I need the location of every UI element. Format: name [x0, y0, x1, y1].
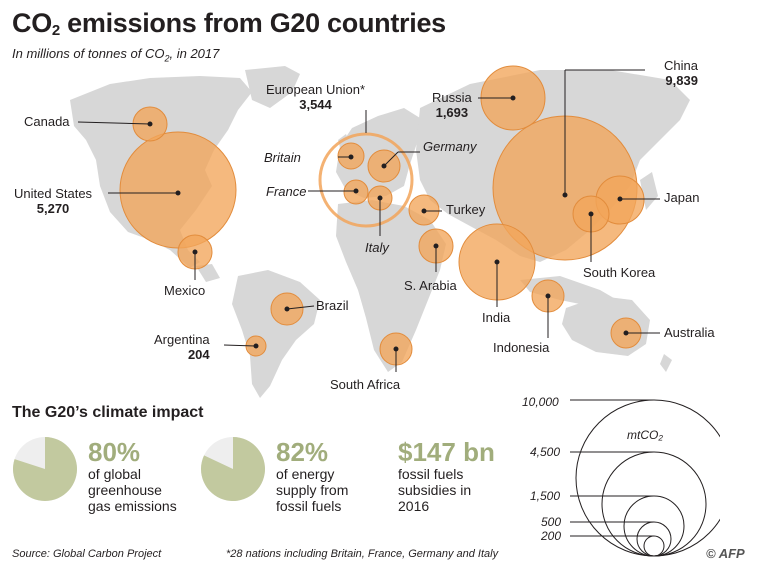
- label-russia: Russia 1,693: [432, 90, 472, 120]
- label-mexico: Mexico: [164, 283, 206, 298]
- label-india: India: [482, 310, 511, 325]
- stat-subsidies-text: fossil fuels subsidies in 2016: [398, 466, 472, 514]
- afp-credit: © AFP: [706, 546, 745, 561]
- label-indonesia: Indonesia: [493, 340, 550, 355]
- label-china: China 9,839: [664, 58, 698, 88]
- label-united-states: United States 5,270: [14, 186, 93, 216]
- label-saudi-arabia: S. Arabia: [404, 278, 457, 293]
- label-european-union: European Union* 3,544: [266, 82, 366, 112]
- scale-label-10000: 10,000: [522, 395, 559, 409]
- greenland-land: [245, 66, 300, 108]
- scale-legend: [570, 399, 720, 557]
- scale-circle-200: [643, 535, 665, 557]
- label-australia: Australia: [664, 325, 715, 340]
- stat-energy-value: 82%: [276, 437, 329, 467]
- south-america-land: [232, 270, 320, 398]
- label-argentina: Argentina 204: [154, 332, 210, 362]
- page-subtitle: In millions of tonnes of CO2, in 2017: [12, 46, 220, 64]
- scale-label-1500: 1,500: [530, 489, 561, 503]
- scale-circle-10000: [575, 399, 720, 557]
- eu-footnote: *28 nations including Britain, France, G…: [226, 548, 499, 560]
- label-germany: Germany: [423, 139, 477, 154]
- scale-label-200: 200: [541, 529, 562, 543]
- label-britain: Britain: [264, 150, 301, 165]
- label-japan: Japan: [664, 190, 700, 205]
- japan-land: [640, 172, 658, 210]
- page-title: CO2 emissions from G20 countries: [12, 8, 446, 39]
- new-zealand-land: [660, 354, 672, 372]
- label-brazil: Brazil: [316, 298, 349, 313]
- stat-subsidies-value: $147 bn: [398, 437, 495, 467]
- central-america-land: [196, 264, 220, 282]
- scale-label-500: 500: [541, 515, 562, 529]
- label-south-korea: South Korea: [583, 265, 656, 280]
- bubble-united-states: [119, 131, 237, 249]
- eu-outline-circle: [318, 132, 414, 228]
- pie-greenhouse: [13, 437, 78, 501]
- pie-greenhouse-slice: [13, 437, 78, 501]
- scale-circle-500: [636, 521, 672, 557]
- label-france: France: [266, 184, 307, 199]
- label-turkey: Turkey: [446, 202, 486, 217]
- label-italy: Italy: [365, 240, 389, 255]
- impact-title: The G20’s climate impact: [12, 404, 204, 421]
- stat-greenhouse-value: 80%: [88, 437, 141, 467]
- stat-greenhouse-text: of global greenhouse gas emissions: [88, 466, 177, 514]
- scale-circle-1500: [623, 495, 685, 557]
- scale-circle-4500: [601, 451, 707, 557]
- africa-land: [336, 200, 446, 372]
- label-south-africa: South Africa: [330, 377, 401, 392]
- stat-energy-text: of energy supply from fossil fuels: [276, 466, 349, 514]
- label-canada: Canada: [24, 114, 70, 129]
- pie-energy-slice: [201, 437, 265, 501]
- source-note: Source: Global Carbon Project: [12, 548, 162, 560]
- scale-label-4500: 4,500: [530, 445, 561, 459]
- scale-unit: mtCO₂: [627, 428, 663, 442]
- leader-lines: [77, 69, 660, 372]
- pie-energy: [201, 437, 265, 501]
